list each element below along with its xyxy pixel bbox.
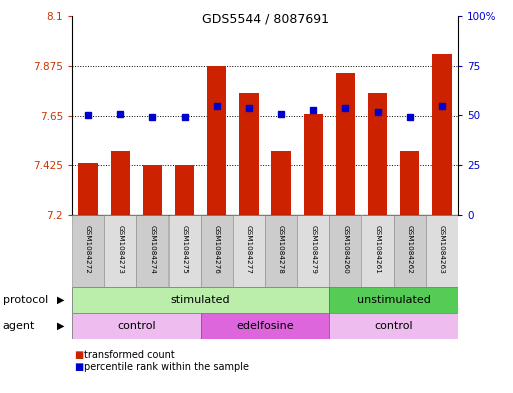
Bar (239, 94, 259, 215)
Text: GSM1084275: GSM1084275 (182, 225, 188, 274)
Bar (72, 313, 201, 339)
Text: ■: ■ (74, 350, 84, 360)
Bar (104, 215, 136, 287)
Text: GSM1084263: GSM1084263 (439, 225, 445, 274)
Bar (78, 163, 98, 215)
Bar (336, 73, 355, 215)
Bar (72, 287, 329, 313)
Text: GSM1084272: GSM1084272 (85, 225, 91, 274)
Bar (297, 215, 329, 287)
Bar (362, 215, 393, 287)
Bar (265, 215, 297, 287)
Bar (201, 313, 329, 339)
Text: GSM1084261: GSM1084261 (374, 225, 381, 274)
Bar (304, 114, 323, 215)
Text: GDS5544 / 8087691: GDS5544 / 8087691 (202, 13, 328, 26)
Text: edelfosine: edelfosine (236, 321, 294, 331)
Bar (271, 151, 291, 215)
Text: GSM1084276: GSM1084276 (214, 225, 220, 274)
Text: percentile rank within the sample: percentile rank within the sample (84, 362, 249, 372)
Text: GSM1084260: GSM1084260 (342, 225, 348, 274)
Text: GSM1084277: GSM1084277 (246, 225, 252, 274)
Bar (329, 287, 458, 313)
Bar (143, 165, 162, 215)
Bar (426, 215, 458, 287)
Bar (233, 215, 265, 287)
Text: unstimulated: unstimulated (357, 295, 430, 305)
Text: stimulated: stimulated (171, 295, 230, 305)
Text: GSM1084262: GSM1084262 (407, 225, 413, 274)
Bar (111, 151, 130, 215)
Text: control: control (117, 321, 155, 331)
Bar (175, 165, 194, 215)
Bar (432, 53, 451, 215)
Text: GSM1084278: GSM1084278 (278, 225, 284, 274)
Text: protocol: protocol (3, 295, 48, 305)
Text: ▶: ▶ (57, 295, 64, 305)
Bar (400, 151, 420, 215)
Bar (393, 215, 426, 287)
Text: ■: ■ (74, 362, 84, 372)
Bar (201, 215, 233, 287)
Bar (207, 66, 226, 215)
Bar (168, 215, 201, 287)
Bar (329, 215, 362, 287)
Bar (72, 215, 104, 287)
Bar (136, 215, 168, 287)
Text: agent: agent (3, 321, 35, 331)
Text: control: control (374, 321, 413, 331)
Bar (368, 94, 387, 215)
Text: GSM1084279: GSM1084279 (310, 225, 316, 274)
Bar (329, 313, 458, 339)
Text: GSM1084274: GSM1084274 (149, 225, 155, 274)
Text: ▶: ▶ (57, 321, 64, 331)
Text: transformed count: transformed count (84, 350, 174, 360)
Text: GSM1084273: GSM1084273 (117, 225, 123, 274)
